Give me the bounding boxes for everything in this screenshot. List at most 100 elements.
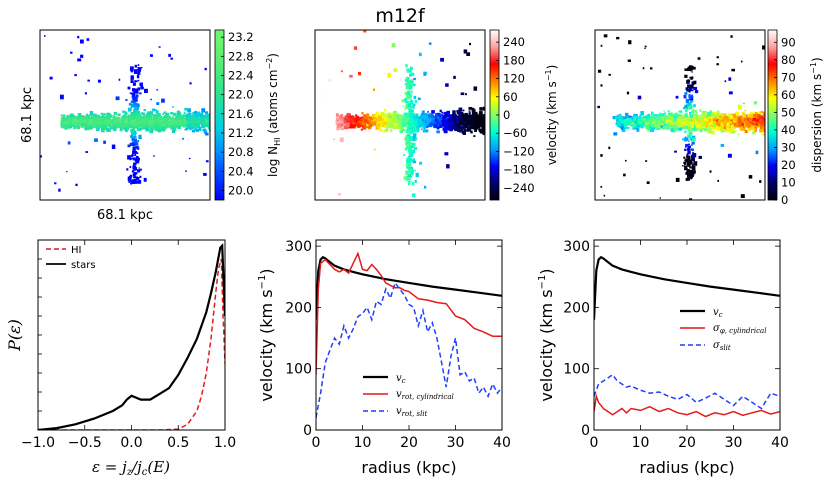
column-density-pixel	[134, 117, 138, 121]
velocity-pixel	[410, 90, 413, 94]
velocity-pixel	[444, 113, 447, 116]
velocity-pixel	[364, 115, 366, 118]
column-density-pixel	[128, 102, 132, 106]
velocity-pixel	[362, 121, 365, 124]
velocity-pixel	[340, 122, 343, 125]
dispersion-pixel	[682, 126, 685, 129]
dispersion-pixel	[752, 120, 757, 124]
panel-circularity: −1.0 −0.5 0.0 0.5 1.0 P(ε) ε = jz/jc(E) HI s…	[5, 239, 236, 478]
velocity-pixel	[374, 117, 378, 121]
column-density-pixel	[101, 125, 105, 130]
velocity-pixel	[408, 177, 411, 181]
column-density-pixel	[133, 111, 136, 115]
dispersion-pixel	[688, 116, 693, 120]
dispersion-pixel	[613, 132, 618, 136]
column-density-pixel	[97, 123, 100, 126]
colorbar-column-density-tick-label: 20.4	[228, 164, 254, 178]
velocity-pixel	[445, 122, 449, 128]
velocity-pixel	[361, 122, 365, 126]
velocity-pixel	[412, 115, 415, 117]
x-tick-label: −0.5	[68, 435, 102, 451]
dispersion-pixel	[697, 57, 701, 60]
velocity-pixel	[443, 125, 447, 129]
velocity-pixel	[407, 92, 410, 96]
velocity-pixel	[409, 172, 414, 176]
dispersion-pixel	[621, 123, 624, 126]
dispersion-pixel	[708, 119, 712, 122]
velocity-pixel	[375, 111, 379, 116]
velocity-pixel	[406, 136, 410, 140]
velocity-pixel	[408, 125, 411, 128]
dispersion-pixel	[622, 118, 625, 121]
dispersion-pixel	[686, 118, 689, 122]
x-tick-label: 20	[678, 435, 696, 451]
dispersion-pixel	[740, 125, 743, 129]
colorbar-dispersion-tick-label: 10	[781, 175, 796, 189]
dispersion-legend: vc σφ, cylindrical σslit	[680, 307, 766, 352]
dispersion-pixel	[684, 119, 687, 123]
dispersion-pixel	[722, 114, 725, 117]
dispersion-pixel	[624, 159, 627, 162]
dispersion-pixel	[726, 116, 730, 119]
velocity-pixel	[473, 135, 476, 138]
dispersion-pixel	[702, 110, 707, 114]
dispersion-pixel	[677, 118, 680, 120]
dispersion-pixel	[692, 109, 695, 112]
dispersion-pixel	[745, 124, 750, 127]
column-density-pixel	[126, 168, 129, 171]
dispersion-pixel	[709, 170, 712, 173]
column-density-pixel	[149, 114, 153, 117]
velocity-pixel	[413, 103, 416, 107]
velocity-pixel	[475, 113, 478, 118]
column-density-pixel	[86, 38, 90, 41]
dispersion-pixel	[763, 127, 765, 132]
velocity-pixel	[340, 120, 344, 124]
dispersion-pixel	[663, 110, 665, 112]
dispersion-pixel	[759, 125, 764, 130]
column-density-pixel	[132, 131, 135, 134]
column-density-pixel	[204, 111, 209, 114]
dispersion-pixel	[655, 115, 658, 117]
colorbar-velocity-tick-label: 0	[503, 108, 510, 122]
velocity-pixel	[447, 121, 451, 126]
dispersion-pixel	[664, 121, 668, 124]
velocity-pixel	[382, 125, 384, 128]
velocity-pixel	[476, 124, 480, 127]
colorbar-dispersion-tick-label: 80	[781, 53, 796, 67]
column-density-pixel	[89, 126, 93, 130]
dispersion-pixel	[687, 79, 691, 83]
velocity-pixel	[431, 110, 435, 114]
velocity-pixel	[359, 122, 362, 125]
column-density-pixel	[134, 154, 137, 156]
velocity-pixel	[473, 86, 478, 91]
column-density-pixel	[129, 180, 131, 183]
column-density-pixel	[125, 113, 128, 115]
dispersion-pixel	[736, 121, 740, 126]
dispersion-pixel	[685, 98, 690, 104]
dispersion-pixel	[623, 122, 628, 127]
velocity-pixel	[408, 157, 412, 161]
dispersion-pixel	[738, 121, 741, 124]
column-density-pixel	[91, 115, 95, 119]
velocity-pixel	[349, 117, 353, 122]
velocity-pixel	[430, 122, 433, 126]
dispersion-pixel	[668, 118, 671, 121]
column-density-pixel	[134, 102, 138, 107]
column-density-pixel	[130, 69, 134, 73]
dispersion-pixel	[693, 125, 696, 128]
column-density-pixel	[103, 120, 106, 122]
velocity-pixel	[449, 121, 453, 125]
dispersion-pixel	[733, 119, 737, 123]
column-density-pixel	[196, 111, 201, 117]
velocity-pixel	[394, 126, 397, 128]
velocity-pixel	[428, 42, 432, 45]
column-density-pixel	[49, 76, 53, 80]
velocity-pixel	[412, 145, 414, 147]
column-density-pixel	[130, 129, 134, 133]
velocity-pixel	[422, 119, 425, 122]
dispersion-pixel	[740, 120, 744, 124]
velocity-pixel	[460, 125, 462, 128]
velocity-pixel	[470, 121, 473, 124]
velocity-pixel	[418, 122, 422, 126]
